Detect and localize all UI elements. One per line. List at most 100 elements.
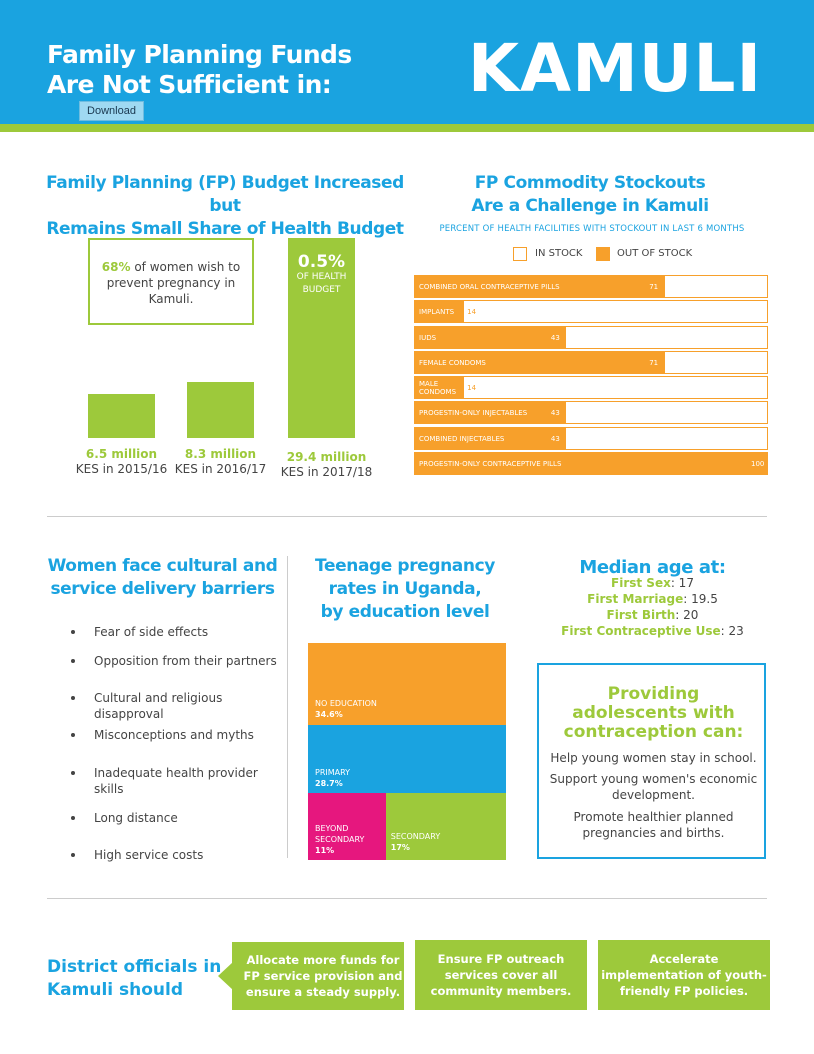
- teen-title-line3: by education level: [320, 602, 490, 622]
- header-title-line1: Family Planning Funds: [47, 40, 352, 69]
- action-box-allocate-funds: Allocate more funds for FP service provi…: [232, 942, 404, 1010]
- women-pct: 68%: [101, 260, 131, 274]
- stockout-bar-fill: [415, 276, 665, 297]
- stockout-section-title: FP Commodity Stockouts Are a Challenge i…: [420, 172, 760, 218]
- barrier-item: Fear of side effects: [71, 624, 279, 640]
- stockout-value-label: 100: [751, 459, 765, 468]
- stockout-row: COMBINED ORAL CONTRACEPTIVE PILLS 71: [414, 275, 768, 298]
- stockout-row: PROGESTIN-ONLY CONTRACEPTIVE PILLS 100: [414, 452, 768, 475]
- header-title-line2: Are Not Sufficient in:: [47, 70, 332, 99]
- budget-title-line1: Family Planning (FP) Budget Increased bu…: [46, 173, 404, 216]
- officials-heading: District officials in Kamuli should: [47, 956, 221, 1002]
- treemap-label: BEYOND SECONDARY 11%: [315, 823, 364, 856]
- treemap-label: PRIMARY 28.7%: [315, 767, 350, 789]
- barriers-title-line1: Women face cultural and: [47, 556, 278, 576]
- women-stat-box: 68% of women wish to prevent pregnancy i…: [88, 238, 254, 325]
- median-value: : 17: [670, 576, 694, 590]
- section-divider: [47, 898, 767, 899]
- health-share-label: OF HEALTH BUDGET: [296, 272, 347, 295]
- stockout-bar-fill: [415, 428, 567, 449]
- teen-section-title: Teenage pregnancy rates in Uganda, by ed…: [300, 555, 510, 624]
- providing-item: Help young women stay in school.: [550, 751, 757, 765]
- stockout-value-label: 43: [550, 408, 560, 417]
- treemap-cell: BEYOND SECONDARY 11%: [308, 793, 386, 860]
- header-green-stripe: [0, 124, 814, 132]
- stockout-row: MALE CONDOMS 14: [414, 376, 768, 399]
- providing-title: Providing adolescents with contraception…: [539, 685, 768, 742]
- stockout-category-label: COMBINED ORAL CONTRACEPTIVE PILLS: [419, 282, 560, 291]
- barriers-title-line2: service delivery barriers: [50, 579, 275, 599]
- stockout-bar-fill: [415, 402, 567, 423]
- barrier-item: Opposition from their partners: [71, 653, 279, 669]
- legend-label-in-stock: IN STOCK: [535, 248, 583, 259]
- stockout-title-line1: FP Commodity Stockouts: [474, 173, 706, 193]
- teen-title-line1: Teenage pregnancy: [315, 556, 495, 576]
- women-text: of women wish to prevent pregnancy in Ka…: [106, 260, 241, 306]
- legend-label-out-of-stock: OUT OF STOCK: [617, 248, 693, 259]
- median-label: First Contraceptive Use: [561, 624, 721, 638]
- treemap-label: SECONDARY 17%: [391, 831, 440, 853]
- stockout-bar-fill: [415, 301, 465, 322]
- median-item-first-contraceptive-use: First Contraceptive Use: 23: [540, 624, 765, 638]
- stockout-bar-fill: [415, 327, 567, 348]
- treemap-category: PRIMARY: [315, 768, 351, 778]
- district-name: KAMULI: [467, 30, 762, 107]
- budget-value-label: 8.3 million: [184, 447, 257, 461]
- median-value: : 20: [675, 608, 699, 622]
- stockout-row: IUDS 43: [414, 326, 768, 349]
- section-divider: [47, 516, 767, 517]
- treemap-cell: NO EDUCATION 34.6%: [308, 643, 506, 726]
- stockout-category-label: MALE CONDOMS: [419, 379, 457, 396]
- providing-item: Support young women's economic developme…: [549, 772, 758, 802]
- legend-swatch-in-stock: [513, 247, 527, 261]
- stockout-category-label: PROGESTIN-ONLY CONTRACEPTIVE PILLS: [419, 459, 562, 468]
- legend-swatch-out-of-stock: [596, 247, 610, 261]
- stockout-value-label: 43: [550, 333, 560, 342]
- stockout-bar-fill: [415, 377, 465, 398]
- action-box-outreach: Ensure FP outreach services cover all co…: [415, 940, 587, 1010]
- stockout-category-label: COMBINED INJECTABLES: [419, 434, 505, 443]
- stockout-category-label: FEMALE CONDOMS: [419, 358, 486, 367]
- stockout-category-label: IMPLANTS: [419, 307, 455, 316]
- treemap-cell: PRIMARY 28.7%: [308, 725, 506, 794]
- header-banner: Family Planning Funds Are Not Sufficient…: [0, 0, 814, 124]
- stockout-value-label: 14: [467, 383, 477, 392]
- stockout-title-line2: Are a Challenge in Kamuli: [471, 196, 709, 216]
- health-share-pct: 0.5%: [297, 252, 346, 272]
- vertical-divider: [287, 556, 288, 858]
- budget-year-label: KES in 2015/16: [75, 462, 168, 476]
- action-box-youth-policies: Accelerate implementation of youth-frien…: [598, 940, 770, 1010]
- budget-value-label: 6.5 million: [85, 447, 158, 461]
- stockout-value-label: 71: [649, 282, 659, 291]
- median-label: First Birth: [606, 608, 676, 622]
- stockout-bar-fill: [415, 352, 665, 373]
- stockout-value-label: 71: [649, 358, 659, 367]
- barrier-item: Inadequate health provider skills: [71, 765, 279, 797]
- median-value: : 23: [720, 624, 744, 638]
- download-button[interactable]: Download: [79, 101, 144, 121]
- treemap-category: BEYOND SECONDARY: [315, 824, 365, 845]
- stockout-category-label: IUDS: [419, 333, 437, 342]
- barrier-item: Cultural and religious disapproval: [71, 690, 279, 722]
- median-age-title: Median age at:: [579, 557, 726, 578]
- stockout-value-label: 14: [467, 307, 477, 316]
- median-item-first-marriage: First Marriage: 19.5: [540, 592, 765, 606]
- stockout-bar-fill: [415, 453, 767, 474]
- budget-title-line2: Remains Small Share of Health Budget: [46, 219, 404, 239]
- budget-year-label: KES in 2017/18: [280, 465, 373, 479]
- teen-title-line2: rates in Uganda,: [328, 579, 482, 599]
- providing-title-line3: contraception can:: [563, 722, 744, 742]
- providing-item: Promote healthier planned pregnancies an…: [573, 810, 734, 840]
- stockout-row: PROGESTIN-ONLY INJECTABLES 43: [414, 401, 768, 424]
- barrier-item: High service costs: [71, 847, 279, 863]
- budget-bar: [88, 393, 155, 438]
- officials-title-line1: District officials in: [47, 957, 222, 977]
- barriers-section-title: Women face cultural and service delivery…: [45, 555, 280, 601]
- treemap-category: NO EDUCATION: [315, 699, 377, 708]
- stockout-row: IMPLANTS 14: [414, 300, 768, 323]
- budget-value-label: 29.4 million: [286, 450, 367, 464]
- providing-title-line1: Providing: [607, 684, 700, 704]
- stockout-subtitle: PERCENT OF HEALTH FACILITIES WITH STOCKO…: [439, 224, 745, 234]
- budget-bar: [288, 238, 355, 438]
- providing-title-line2: adolescents with: [572, 703, 735, 723]
